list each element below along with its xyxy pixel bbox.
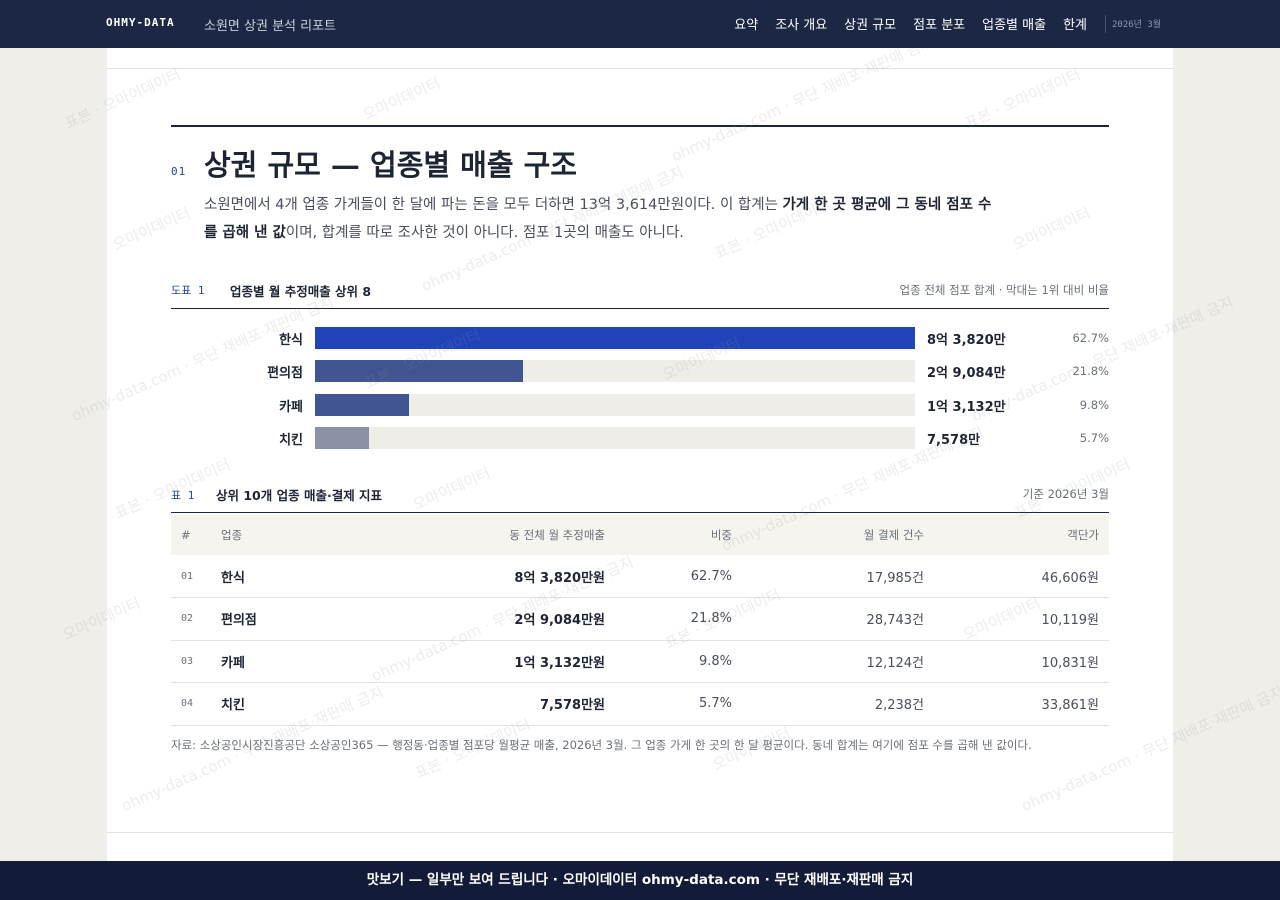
- sample-footer-banner: 맛보기 — 일부만 보여 드립니다 · 오마이데이터 ohmy-data.com…: [0, 861, 1280, 900]
- industry-name: 한식: [221, 570, 245, 586]
- column-header: 동 전체 월 추정매출: [509, 527, 605, 542]
- figure-header: 도표 1 업종별 월 추정매출 상위 8 업종 전체 점포 합계 · 막대는 1…: [171, 280, 1109, 309]
- bar-value-label: 1억 3,132만: [927, 400, 1006, 415]
- column-header: 업종: [221, 527, 243, 542]
- figure-note: 업종 전체 점포 합계 · 막대는 1위 대비 비율: [899, 283, 1110, 297]
- row-number: 02: [181, 613, 194, 625]
- payment-count: 12,124건: [866, 655, 924, 671]
- bar-share-label: 5.7%: [1079, 431, 1109, 445]
- nav-item-summary[interactable]: 요약: [734, 18, 759, 33]
- share: 21.8%: [690, 611, 732, 627]
- monthly-sales: 1억 3,132만원: [514, 655, 605, 671]
- avg-ticket: 33,861원: [1041, 698, 1099, 714]
- bar-row: 치킨 7,578만 5.7%: [171, 427, 1109, 449]
- monthly-sales: 2억 9,084만원: [514, 613, 605, 629]
- figure-tag: 도표 1: [171, 284, 205, 297]
- table-tag: 표 1: [171, 489, 195, 502]
- payment-count: 2,238건: [874, 698, 924, 714]
- bar-share-label: 62.7%: [1072, 331, 1109, 345]
- table-header: 표 1 상위 10개 업종 매출·결제 지표 기준 2026년 3월: [171, 484, 1109, 513]
- bar-track: [315, 327, 915, 349]
- bar-share-label: 9.8%: [1079, 398, 1109, 412]
- share: 5.7%: [698, 696, 732, 712]
- column-header: 객단가: [1067, 527, 1099, 542]
- column-header: 비중: [710, 527, 732, 542]
- report-date: 2026년 3월: [1112, 20, 1162, 30]
- table-row: 03 카페 1억 3,132만원 9.8% 12,124건 10,831원: [171, 640, 1109, 683]
- bar-value-label: 2억 9,084만: [927, 366, 1006, 381]
- share: 62.7%: [690, 568, 732, 584]
- bar: [315, 394, 409, 416]
- monthly-sales: 8억 3,820만원: [514, 570, 605, 586]
- avg-ticket: 46,606원: [1041, 570, 1099, 586]
- bar-value-label: 7,578만: [927, 433, 981, 448]
- nav-item-market-size[interactable]: 상권 규모: [844, 18, 897, 33]
- sales-table: # 업종 동 전체 월 추정매출 비중 월 결제 건수 객단가 01 한식 8억…: [171, 514, 1109, 726]
- table-title: 상위 10개 업종 매출·결제 지표: [216, 488, 383, 503]
- monthly-sales: 7,578만원: [539, 698, 605, 714]
- section-rule: [171, 125, 1109, 127]
- section-number: 01: [171, 165, 187, 178]
- bar-row: 카페 1억 3,132만 9.8%: [171, 394, 1109, 416]
- industry-name: 편의점: [221, 613, 257, 629]
- row-number: 04: [181, 698, 194, 710]
- table-row: 01 한식 8억 3,820만원 62.7% 17,985건 46,606원: [171, 555, 1109, 598]
- bar-label: 한식: [279, 333, 303, 348]
- nav-item-limitations[interactable]: 한계: [1063, 18, 1087, 33]
- bar: [315, 327, 915, 349]
- avg-ticket: 10,119원: [1041, 613, 1099, 629]
- section-lede: 소원면에서 4개 업종 가게들이 한 달에 파는 돈을 모두 더하면 13억 3…: [204, 191, 1004, 247]
- nav-item-sales-by-industry[interactable]: 업종별 매출: [982, 18, 1047, 33]
- bar-row: 한식 8억 3,820만 62.7%: [171, 327, 1109, 349]
- avg-ticket: 10,831원: [1041, 655, 1099, 671]
- divider: [107, 832, 1173, 833]
- nav-item-overview[interactable]: 조사 개요: [775, 18, 828, 33]
- nav-divider: [1105, 15, 1106, 33]
- bar-label: 치킨: [279, 433, 303, 448]
- bar-track: [315, 427, 915, 449]
- row-number: 03: [181, 655, 194, 667]
- column-header: 월 결제 건수: [863, 527, 924, 542]
- industry-name: 카페: [221, 655, 245, 671]
- report-page: 01 상권 규모 — 업종별 매출 구조 소원면에서 4개 업종 가게들이 한 …: [107, 48, 1173, 861]
- share: 9.8%: [698, 653, 732, 669]
- column-header: #: [181, 527, 191, 542]
- bar-track: [315, 360, 915, 382]
- bar: [315, 360, 524, 382]
- lede-emphasis: 가게 한 곳 평균에 그 동네 점포 수를 곱해 낸 값: [204, 197, 992, 241]
- section-title: 상권 규모 — 업종별 매출 구조: [204, 148, 577, 182]
- brand-logo[interactable]: OHMY-DATA: [106, 16, 175, 29]
- main-nav: 요약 조사 개요 상권 규모 점포 분포 업종별 매출 한계: [734, 14, 1087, 33]
- table-row: 02 편의점 2억 9,084만원 21.8% 28,743건 10,119원: [171, 598, 1109, 640]
- bar-share-label: 21.8%: [1072, 364, 1109, 378]
- bar-value-label: 8억 3,820만: [927, 333, 1006, 348]
- lede-text-end: 이며, 합계를 따로 조사한 것이 아니다. 점포 1곳의 매출도 아니다.: [285, 225, 684, 241]
- top-navbar: OHMY-DATA 소원면 상권 분석 리포트 요약 조사 개요 상권 규모 점…: [0, 0, 1280, 48]
- bar-row: 편의점 2억 9,084만 21.8%: [171, 360, 1109, 382]
- payment-count: 17,985건: [866, 570, 924, 586]
- table-note: 기준 2026년 3월: [1022, 487, 1109, 501]
- nav-item-store-distribution[interactable]: 점포 분포: [913, 18, 966, 33]
- table-head-row: # 업종 동 전체 월 추정매출 비중 월 결제 건수 객단가: [171, 514, 1109, 555]
- report-title: 소원면 상권 분석 리포트: [204, 19, 336, 34]
- lede-text: 소원면에서 4개 업종 가게들이 한 달에 파는 돈을 모두 더하면 13억 3…: [204, 197, 783, 213]
- table-row: 04 치킨 7,578만원 5.7% 2,238건 33,861원: [171, 683, 1109, 725]
- figure-title: 업종별 월 추정매출 상위 8: [230, 284, 372, 299]
- bar: [315, 427, 370, 449]
- bar-label: 편의점: [267, 366, 303, 381]
- row-number: 01: [181, 570, 194, 582]
- industry-name: 치킨: [221, 698, 245, 714]
- bar-track: [315, 394, 915, 416]
- source-note: 자료: 소상공인시장진흥공단 소상공인365 — 행정동·업종별 점포당 월평균…: [171, 738, 1032, 752]
- payment-count: 28,743건: [866, 613, 924, 629]
- bar-label: 카페: [279, 400, 303, 415]
- divider: [107, 68, 1173, 69]
